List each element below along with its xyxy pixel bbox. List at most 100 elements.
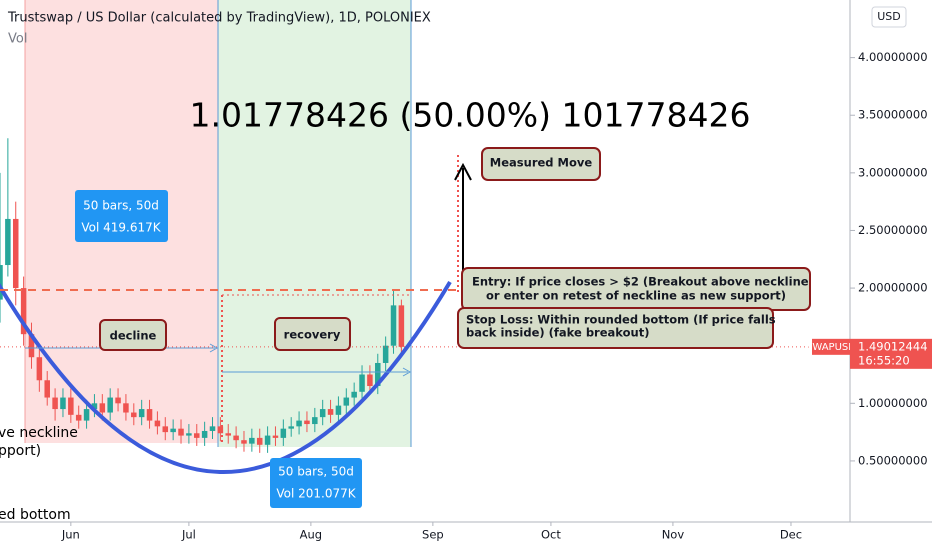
callout-text: Measured Move [490,156,593,170]
candle-body [382,345,389,363]
price-label: 1.49012444 [858,339,928,353]
price-axis [850,0,932,550]
range-label: Vol 419.617K [81,221,161,235]
candle-body [264,435,271,445]
candle-body [351,391,357,398]
y-tick-label: 4.00000000 [858,50,928,64]
callout [274,317,351,351]
candle-body [249,437,255,444]
candle-body [36,357,43,381]
candle-body [75,414,82,421]
countdown: 16:55:20 [858,353,910,367]
candle-body [5,218,11,266]
x-tick-label: Sep [422,528,444,542]
candle-body [201,430,208,438]
candle-body [115,397,121,404]
arrow-head [454,162,472,181]
x-tick-label: Dec [780,528,802,542]
candle-body [225,433,231,436]
candle-body [312,417,318,425]
x-tick-label: Jul [181,528,196,542]
x-tick-label: Jun [61,528,80,542]
candle-body [60,397,66,410]
range-label: 50 bars, 50d [278,465,354,479]
candle-body [398,305,405,347]
candle-body [209,426,216,431]
range-label: Vol 201.077K [276,487,356,501]
symbol-box [812,338,850,355]
candle-body [319,409,326,418]
chart-title: Trustswap / US Dollar (calculated by Tra… [7,11,431,26]
candle-body [107,397,113,413]
price-box [850,338,932,369]
cut-text: pport) [0,443,41,459]
callout-text: Entry: If price closes > $2 (Breakout ab… [472,275,809,289]
callout [457,307,774,349]
y-tick-label: 2.00000000 [858,281,928,295]
candle-body [68,397,74,415]
callout-text: Stop Loss: Within rounded bottom (If pri… [466,313,776,327]
candle-body [28,334,35,358]
candle-body [91,403,98,410]
cut-text: ed bottom [0,507,71,523]
x-tick-label: Aug [300,528,322,542]
candle-body [272,435,279,438]
candle-body [123,403,129,413]
candle-body [194,433,200,438]
candle-body [154,420,161,427]
y-tick-label: 3.00000000 [858,165,928,179]
y-tick-label: 3.50000000 [858,108,928,122]
candle-body [327,409,334,415]
candle-body [375,362,381,387]
y-tick-label: 2.50000000 [858,223,928,237]
indicator-label: Vol [8,32,27,47]
range-label: 50 bars, 50d [83,199,159,213]
candle-body [186,433,192,436]
candle-body [343,397,350,406]
candle-body [390,305,397,346]
candle-body [233,435,239,441]
candle-body [12,218,19,289]
candle-body [335,405,342,415]
candle-body [83,409,90,421]
callout-text: back inside) (fake breakout) [466,326,649,340]
candle-body [178,428,184,436]
range-box [75,190,168,242]
candle-body [288,426,294,429]
candle-body [217,426,224,434]
x-tick-label: Nov [662,528,685,542]
candle-body [162,426,169,433]
cut-text: ve neckline [0,425,78,441]
candle-body [0,265,3,300]
currency-box[interactable] [871,6,907,28]
candle-body [367,374,373,387]
candle-body [280,428,287,438]
callout [481,147,601,181]
candle-body [241,440,247,444]
candle-body [52,397,58,410]
currency[interactable]: USD [877,10,901,23]
range-box [270,458,362,508]
candle-body [131,412,137,418]
candle-body [296,420,302,427]
candle-body [304,420,310,425]
candle-body [170,428,176,433]
rounded-bottom [0,280,452,474]
y-tick-label: 1.00000000 [858,396,928,410]
candle-body [99,403,106,413]
candle-body [44,380,50,398]
x-tick-label: Oct [541,528,561,542]
candle-body [20,288,27,335]
candle-body [146,409,153,421]
arrow-head [209,343,219,353]
candle-body [138,409,145,418]
callout-text: decline [110,329,157,343]
arrow-head [402,367,412,377]
candle-body [359,374,365,392]
measure-label: 1.01778426 (50.00%) 101778426 [190,96,751,135]
callout-text: or enter on retest of neckline as new su… [486,289,786,303]
candle-body [256,437,263,445]
callout [99,319,167,351]
callout-text: recovery [284,328,341,342]
